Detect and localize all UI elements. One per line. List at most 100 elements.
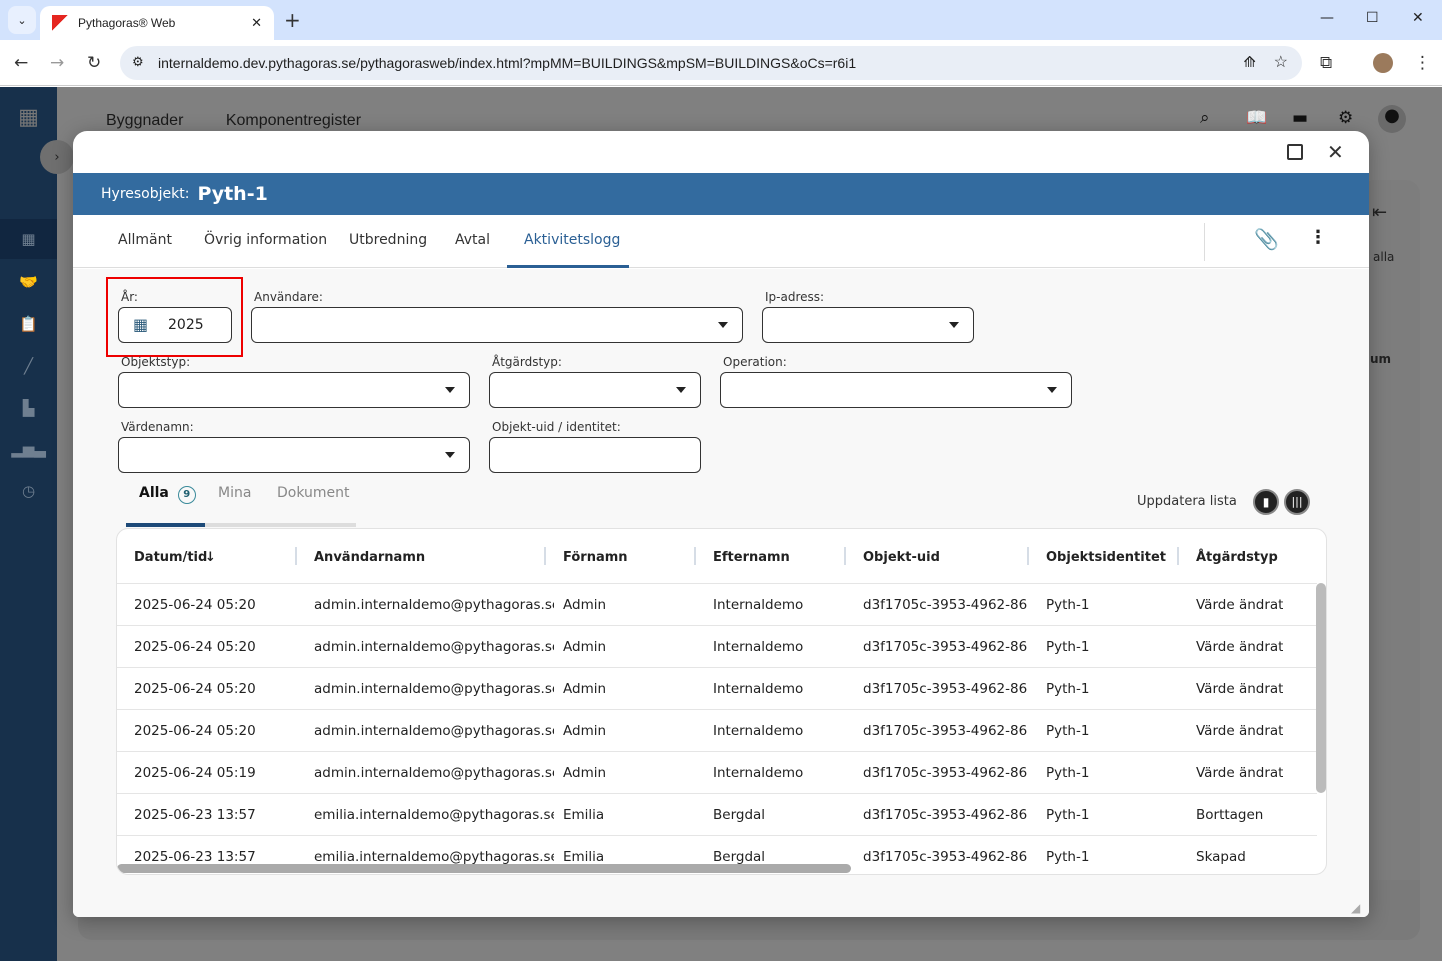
- operation-select[interactable]: [720, 372, 1072, 408]
- ip-select[interactable]: [762, 307, 974, 343]
- tab-ovrig-information[interactable]: Övrig information: [204, 232, 328, 248]
- table-cell: Admin: [563, 723, 607, 739]
- nav-byggnader[interactable]: Byggnader: [106, 112, 184, 129]
- maximize-dialog-button[interactable]: [1287, 144, 1303, 160]
- table-cell: Internaldemo: [713, 765, 804, 781]
- expand-sidebar-button[interactable]: ›: [40, 140, 74, 174]
- objtype-select[interactable]: [118, 372, 470, 408]
- column-resizer[interactable]: [694, 547, 696, 565]
- maximize-button[interactable]: ☐: [1366, 10, 1379, 26]
- operation-label: Operation:: [723, 355, 787, 369]
- table-row[interactable]: 2025-06-23 13:57 emilia.internaldemo@pyth…: [117, 793, 1317, 835]
- vertical-scrollbar[interactable]: [1316, 583, 1326, 793]
- table-row[interactable]: 2025-06-23 13:57 emilia.internaldemo@pyth…: [117, 835, 1317, 874]
- column-resizer[interactable]: [1027, 547, 1029, 565]
- sidebar-item-tasks[interactable]: 📋: [0, 304, 57, 344]
- table-cell: 2025-06-24 05:19: [134, 765, 256, 781]
- year-picker[interactable]: ▦ 2025: [118, 307, 232, 343]
- close-window-button[interactable]: ✕: [1412, 10, 1424, 26]
- apps-grid-icon[interactable]: ▦: [18, 104, 39, 130]
- divider: [1204, 223, 1205, 261]
- sidebar-item-buildings[interactable]: ▦: [0, 219, 57, 259]
- back-icon[interactable]: ←: [14, 53, 29, 73]
- column-header[interactable]: Förnamn: [563, 550, 628, 565]
- table-cell: emilia.internaldemo@pythagoras.se: [314, 807, 554, 823]
- count-badge: 9: [177, 486, 196, 504]
- reload-icon[interactable]: ↻: [87, 53, 102, 73]
- subtab-mina[interactable]: Mina: [218, 485, 252, 501]
- url-input[interactable]: ⚙ internaldemo.dev.pythagoras.se/pythago…: [120, 46, 1302, 80]
- table-cell: 2025-06-23 13:57: [134, 849, 256, 865]
- valuename-select[interactable]: [118, 437, 470, 473]
- tab-avtal[interactable]: Avtal: [455, 232, 490, 248]
- active-tab-indicator: [507, 265, 629, 268]
- book-icon[interactable]: 📖: [1246, 108, 1268, 128]
- action-select[interactable]: [489, 372, 701, 408]
- tab-utbredning[interactable]: Utbredning: [349, 232, 428, 248]
- column-header[interactable]: Objekt-uid: [863, 550, 940, 565]
- tab-allmant[interactable]: Allmänt: [118, 232, 172, 248]
- table-cell: Pyth-1: [1046, 639, 1090, 655]
- columns-button[interactable]: |||: [1284, 489, 1310, 515]
- column-header[interactable]: Åtgärdstyp: [1196, 550, 1278, 565]
- bookmark-star-icon[interactable]: ☆: [1273, 54, 1288, 71]
- user-label: Användare:: [254, 290, 323, 304]
- table-row[interactable]: 2025-06-24 05:20 admin.internaldemo@pytha…: [117, 709, 1317, 751]
- attachment-icon[interactable]: 📎: [1254, 227, 1279, 251]
- tab-aktivitetslogg[interactable]: Aktivitetslogg: [524, 232, 621, 248]
- collapse-panel-icon[interactable]: ⇤: [1372, 202, 1388, 223]
- site-info-icon[interactable]: ⚙: [132, 54, 144, 69]
- extensions-icon[interactable]: ⧉: [1320, 53, 1333, 73]
- table-cell: d3f1705c-3953-4962-860: [863, 681, 1028, 697]
- user-avatar[interactable]: ●: [1378, 105, 1406, 133]
- new-tab-button[interactable]: +: [284, 8, 301, 32]
- sidebar-item-cleaning[interactable]: ╱: [0, 346, 57, 386]
- sort-desc-icon[interactable]: ↓: [205, 550, 216, 565]
- table-row[interactable]: 2025-06-24 05:20 admin.internaldemo@pytha…: [117, 583, 1317, 625]
- minimize-button[interactable]: —: [1320, 10, 1334, 26]
- column-header[interactable]: Datum/tid: [134, 550, 208, 565]
- column-resizer[interactable]: [544, 547, 546, 565]
- tab-list-button[interactable]: ⌄: [8, 6, 36, 34]
- sidebar-item-reports[interactable]: ▂▅▃: [0, 429, 57, 469]
- column-header[interactable]: Användarnamn: [314, 550, 426, 565]
- table-row[interactable]: 2025-06-24 05:20 admin.internaldemo@pytha…: [117, 625, 1317, 667]
- resize-handle[interactable]: ◢: [1351, 901, 1361, 915]
- gauge-icon: ◷: [21, 482, 36, 500]
- sidebar-item-dashboard[interactable]: ◷: [0, 471, 57, 511]
- column-resizer[interactable]: [1177, 547, 1179, 565]
- column-resizer[interactable]: [844, 547, 846, 565]
- sidebar-item-contracts[interactable]: 🤝: [0, 262, 57, 302]
- bookmark-button[interactable]: ▮: [1253, 489, 1279, 515]
- browser-menu-icon[interactable]: ⋮: [1414, 53, 1431, 73]
- column-header[interactable]: Efternamn: [713, 550, 790, 565]
- more-options-icon[interactable]: ⋮: [1309, 227, 1327, 248]
- chat-icon[interactable]: ▬: [1292, 108, 1309, 128]
- profile-avatar[interactable]: [1373, 53, 1393, 73]
- gear-icon[interactable]: ⚙: [1338, 108, 1354, 128]
- subtab-alla-label: Alla: [139, 485, 169, 501]
- table-cell: Värde ändrat: [1196, 681, 1284, 697]
- activity-log-panel: År: ▦ 2025 Användare: Ip-adress: Objekts…: [73, 269, 1369, 917]
- table-row[interactable]: 2025-06-24 05:19 admin.internaldemo@pytha…: [117, 751, 1317, 793]
- sidebar-item-properties[interactable]: ▙: [0, 388, 57, 428]
- refresh-list-button[interactable]: Uppdatera lista: [1137, 494, 1237, 509]
- search-icon[interactable]: ⌕: [1200, 108, 1210, 128]
- translate-icon[interactable]: ⟰: [1243, 54, 1256, 71]
- table-row[interactable]: 2025-06-24 05:20 admin.internaldemo@pytha…: [117, 667, 1317, 709]
- chevron-down-icon: [445, 452, 455, 458]
- column-header[interactable]: Objektsidentitet: [1046, 550, 1166, 565]
- table-cell: Admin: [563, 681, 607, 697]
- horizontal-scrollbar[interactable]: [117, 864, 851, 873]
- user-select[interactable]: [251, 307, 743, 343]
- forward-icon[interactable]: →: [50, 53, 65, 73]
- subtab-dokument[interactable]: Dokument: [277, 485, 350, 501]
- nav-komponentregister[interactable]: Komponentregister: [225, 112, 362, 129]
- column-resizer[interactable]: [295, 547, 297, 565]
- browser-tab[interactable]: Pythagoras® Web ✕: [40, 6, 274, 40]
- uid-input[interactable]: [489, 437, 701, 473]
- close-dialog-button[interactable]: ✕: [1327, 140, 1344, 164]
- subtab-alla[interactable]: Alla 9: [139, 485, 196, 504]
- close-tab-icon[interactable]: ✕: [251, 15, 262, 31]
- table-cell: Pyth-1: [1046, 681, 1090, 697]
